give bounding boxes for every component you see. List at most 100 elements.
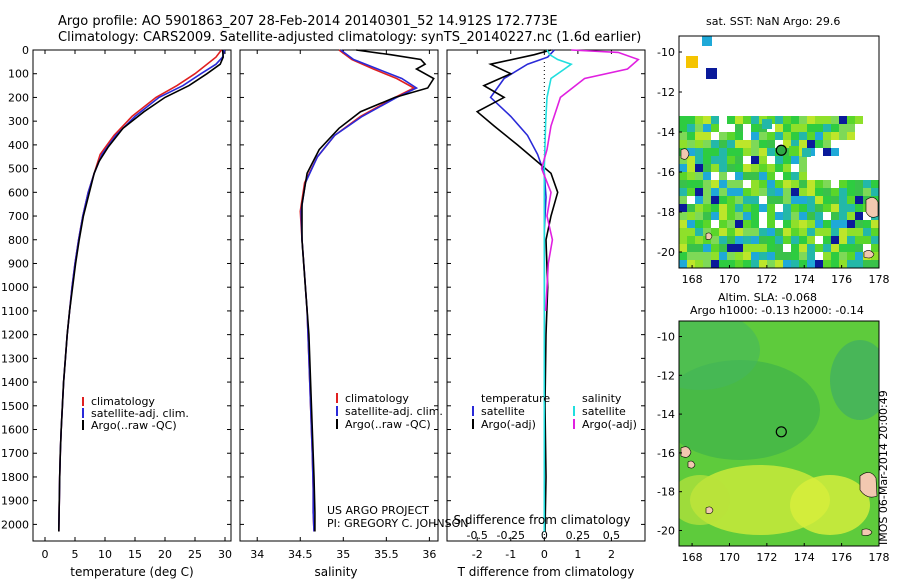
t-difference-xlabel: T difference from climatology xyxy=(457,565,635,579)
sst-cell xyxy=(679,228,687,236)
sst-cell xyxy=(767,236,775,244)
sst-cell xyxy=(703,132,711,140)
x-tick-label: 20 xyxy=(158,548,172,561)
sst-cell xyxy=(799,172,807,180)
x-tick-label: -2 xyxy=(472,548,483,561)
map-x-tick-label: 178 xyxy=(869,551,890,564)
sst-cell xyxy=(799,236,807,244)
sst-cell xyxy=(807,188,815,196)
sst-cell xyxy=(855,204,863,212)
sst-cell xyxy=(695,236,703,244)
sst-cell xyxy=(751,148,759,156)
sst-cell xyxy=(695,204,703,212)
sst-cell xyxy=(711,252,719,260)
sst-cell xyxy=(679,212,687,220)
sst-cell xyxy=(703,164,711,172)
sst-cell xyxy=(767,244,775,252)
salinity-x-axis: 34 34.5 35 35.5 36 xyxy=(250,50,436,561)
sst-cell xyxy=(775,212,783,220)
sst-cell xyxy=(855,188,863,196)
sst-cell xyxy=(791,124,799,132)
sst-cell xyxy=(831,132,839,140)
sst-cell xyxy=(823,196,831,204)
sst-cell xyxy=(727,260,735,268)
sst-cell xyxy=(863,220,871,228)
sst-cell xyxy=(831,220,839,228)
sst-cell xyxy=(855,180,863,188)
sst-cell xyxy=(743,140,751,148)
sst-cell xyxy=(743,188,751,196)
sst-cell xyxy=(783,164,791,172)
sst-cell xyxy=(679,188,687,196)
sst-cell xyxy=(727,236,735,244)
sst-cell xyxy=(711,164,719,172)
sst-cell xyxy=(743,148,751,156)
legend-label-argo: Argo(..raw -QC) xyxy=(91,419,177,432)
sst-cell xyxy=(767,260,775,268)
legend-title-temperature: temperature xyxy=(481,392,550,405)
sst-cell xyxy=(847,260,855,268)
sst-field xyxy=(679,36,879,268)
sst-cell xyxy=(815,116,823,124)
sst-cell xyxy=(759,260,767,268)
series-line xyxy=(299,49,416,532)
sst-cell xyxy=(695,244,703,252)
sst-cell xyxy=(871,188,879,196)
sst-cell xyxy=(695,156,703,164)
sst-cell xyxy=(735,164,743,172)
sst-cell xyxy=(847,252,855,260)
legend-label-satellite: satellite-adj. clim. xyxy=(345,405,443,418)
sla-patch xyxy=(830,340,879,420)
sst-cell xyxy=(706,68,717,79)
sla-patch xyxy=(679,321,760,390)
sst-cell xyxy=(775,180,783,188)
sst-cell xyxy=(759,156,767,164)
sst-cell xyxy=(702,36,712,46)
sst-cell xyxy=(719,212,727,220)
island-shape xyxy=(705,232,713,240)
sst-cell xyxy=(855,116,863,124)
sst-cell xyxy=(687,252,695,260)
island-shape xyxy=(680,446,692,458)
temperature-frame xyxy=(32,49,232,542)
sst-cell xyxy=(791,236,799,244)
sst-cell xyxy=(783,196,791,204)
sst-cell xyxy=(823,252,831,260)
sst-cell xyxy=(807,260,815,268)
sst-cell xyxy=(727,116,735,124)
sst-cell xyxy=(711,236,719,244)
sst-cell xyxy=(751,124,759,132)
sst-cell xyxy=(711,228,719,236)
sst-cell xyxy=(711,196,719,204)
map-x-tick-label: 172 xyxy=(756,551,777,564)
difference-legend: temperature satellite Argo(-adj) salinit… xyxy=(472,392,637,431)
sst-cell xyxy=(711,156,719,164)
sst-cell xyxy=(727,228,735,236)
temperature-lines xyxy=(58,49,226,532)
sst-cell xyxy=(767,148,775,156)
sst-cell xyxy=(735,172,743,180)
sst-cell xyxy=(847,244,855,252)
sst-cell xyxy=(735,132,743,140)
sst-cell xyxy=(679,220,687,228)
sst-cell xyxy=(759,172,767,180)
sst-cell xyxy=(791,156,799,164)
sst-cell xyxy=(727,132,735,140)
sst-cell xyxy=(767,228,775,236)
sst-cell xyxy=(719,220,727,228)
sst-cell xyxy=(839,236,847,244)
sst-cell xyxy=(735,228,743,236)
sst-cell xyxy=(751,212,759,220)
sst-cell xyxy=(703,260,711,268)
sst-cell xyxy=(719,180,727,188)
sst-cell xyxy=(775,116,783,124)
sst-cell xyxy=(727,188,735,196)
sst-cell xyxy=(823,204,831,212)
sst-cell xyxy=(703,148,711,156)
sst-cell xyxy=(831,244,839,252)
sst-cell xyxy=(687,180,695,188)
sst-cell xyxy=(863,180,871,188)
salinity-xlabel: salinity xyxy=(314,565,357,579)
map-x-tick-label: 174 xyxy=(794,273,815,286)
sst-cell xyxy=(799,140,807,148)
